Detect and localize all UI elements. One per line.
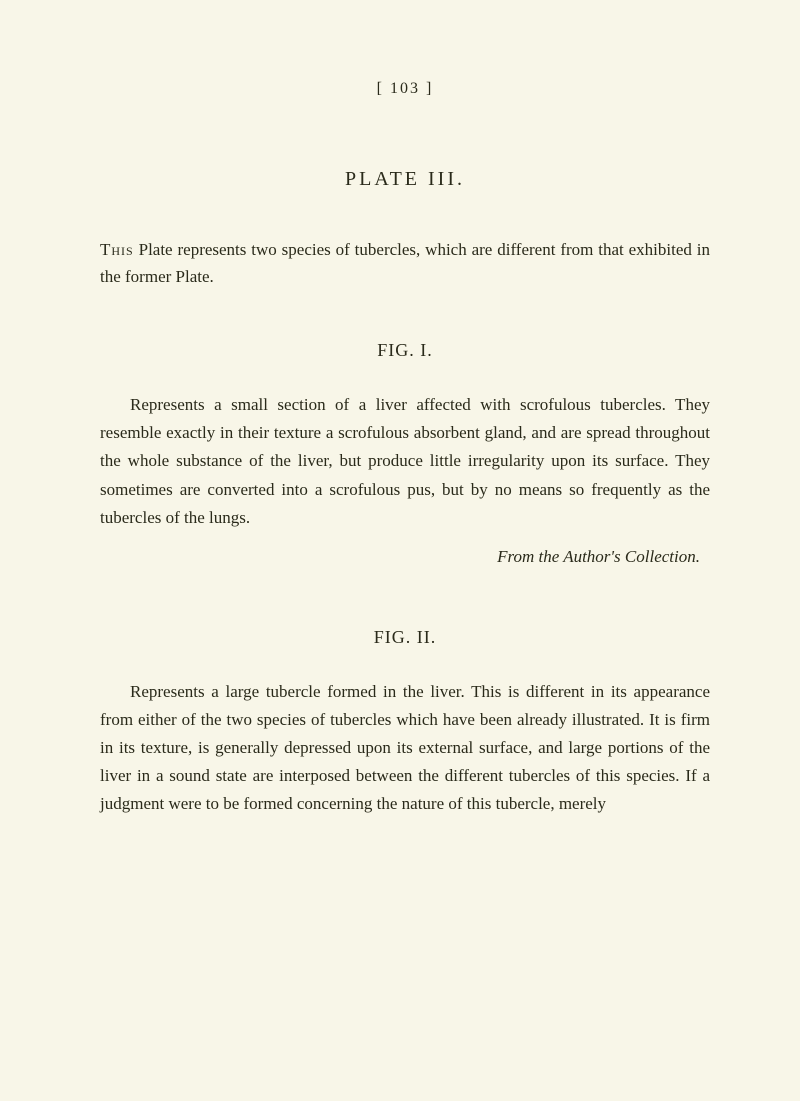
fig2-body: Represents a large tubercle formed in th… xyxy=(100,678,710,818)
intro-first-word: This xyxy=(100,240,134,259)
intro-rest: Plate represents two species of tubercle… xyxy=(100,240,710,286)
page-number: [ 103 ] xyxy=(100,80,710,98)
fig1-citation: From the Author's Collection. xyxy=(100,547,710,567)
intro-paragraph: This Plate represents two species of tub… xyxy=(100,236,710,290)
fig1-title: FIG. I. xyxy=(100,340,710,361)
fig1-body: Represents a small section of a liver af… xyxy=(100,391,710,531)
plate-title: PLATE III. xyxy=(100,168,710,191)
fig2-title: FIG. II. xyxy=(100,627,710,648)
fig2-section: FIG. II. Represents a large tubercle for… xyxy=(100,627,710,818)
